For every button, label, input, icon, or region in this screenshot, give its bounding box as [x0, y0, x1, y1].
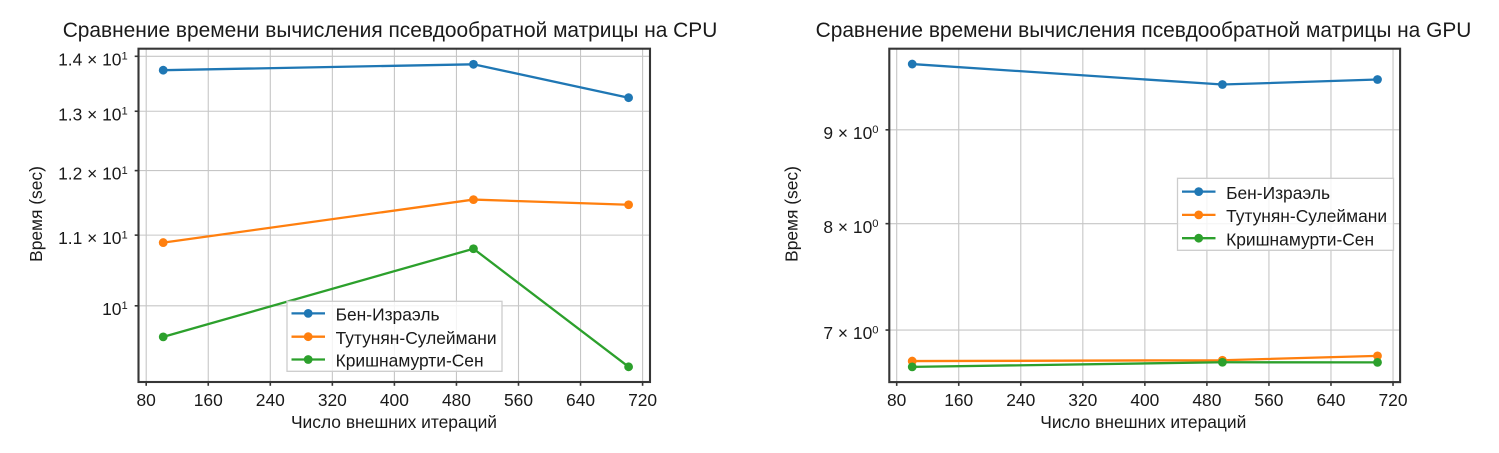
svg-text:Тутунян-Сулеймани: Тутунян-Сулеймани	[336, 328, 497, 348]
svg-text:1.2 × 101: 1.2 × 101	[58, 164, 128, 184]
svg-text:560: 560	[1254, 390, 1283, 410]
svg-text:1.1 × 101: 1.1 × 101	[58, 228, 128, 248]
svg-text:640: 640	[566, 390, 595, 410]
svg-text:80: 80	[137, 390, 156, 410]
svg-text:8 × 100: 8 × 100	[823, 217, 878, 237]
svg-text:Тутунян-Сулеймани: Тутунян-Сулеймани	[1226, 206, 1387, 226]
svg-text:Время (sec): Время (sec)	[782, 166, 802, 262]
svg-text:480: 480	[1192, 390, 1221, 410]
svg-text:640: 640	[1316, 390, 1345, 410]
svg-text:480: 480	[442, 390, 471, 410]
svg-text:Число внешних итераций: Число внешних итераций	[291, 412, 497, 432]
svg-text:240: 240	[1006, 390, 1035, 410]
svg-text:Кришнамурти-Сен: Кришнамурти-Сен	[1226, 229, 1374, 249]
svg-text:101: 101	[102, 299, 128, 319]
svg-text:Бен-Израэль: Бен-Израэль	[336, 305, 440, 325]
svg-text:320: 320	[1068, 390, 1097, 410]
svg-text:7 × 100: 7 × 100	[823, 323, 878, 343]
svg-text:9 × 100: 9 × 100	[823, 123, 878, 143]
svg-text:Бен-Израэль: Бен-Израэль	[1226, 183, 1330, 203]
svg-text:320: 320	[318, 390, 347, 410]
svg-text:160: 160	[944, 390, 973, 410]
svg-text:Сравнение времени вычисления п: Сравнение времени вычисления псевдообрат…	[816, 19, 1472, 42]
svg-text:720: 720	[628, 390, 657, 410]
svg-text:1.4 × 101: 1.4 × 101	[58, 49, 128, 69]
svg-text:Сравнение времени вычисления п: Сравнение времени вычисления псевдообрат…	[63, 19, 718, 42]
svg-text:Число внешних итераций: Число внешних итераций	[1040, 412, 1246, 432]
svg-text:720: 720	[1379, 390, 1408, 410]
svg-text:Время (sec): Время (sec)	[26, 166, 46, 262]
svg-text:400: 400	[380, 390, 409, 410]
svg-text:1.3 × 101: 1.3 × 101	[58, 104, 128, 124]
svg-text:Кришнамурти-Сен: Кришнамурти-Сен	[336, 351, 484, 371]
svg-text:560: 560	[504, 390, 533, 410]
svg-text:400: 400	[1130, 390, 1159, 410]
svg-text:160: 160	[194, 390, 223, 410]
svg-text:240: 240	[256, 390, 285, 410]
svg-text:80: 80	[887, 390, 906, 410]
